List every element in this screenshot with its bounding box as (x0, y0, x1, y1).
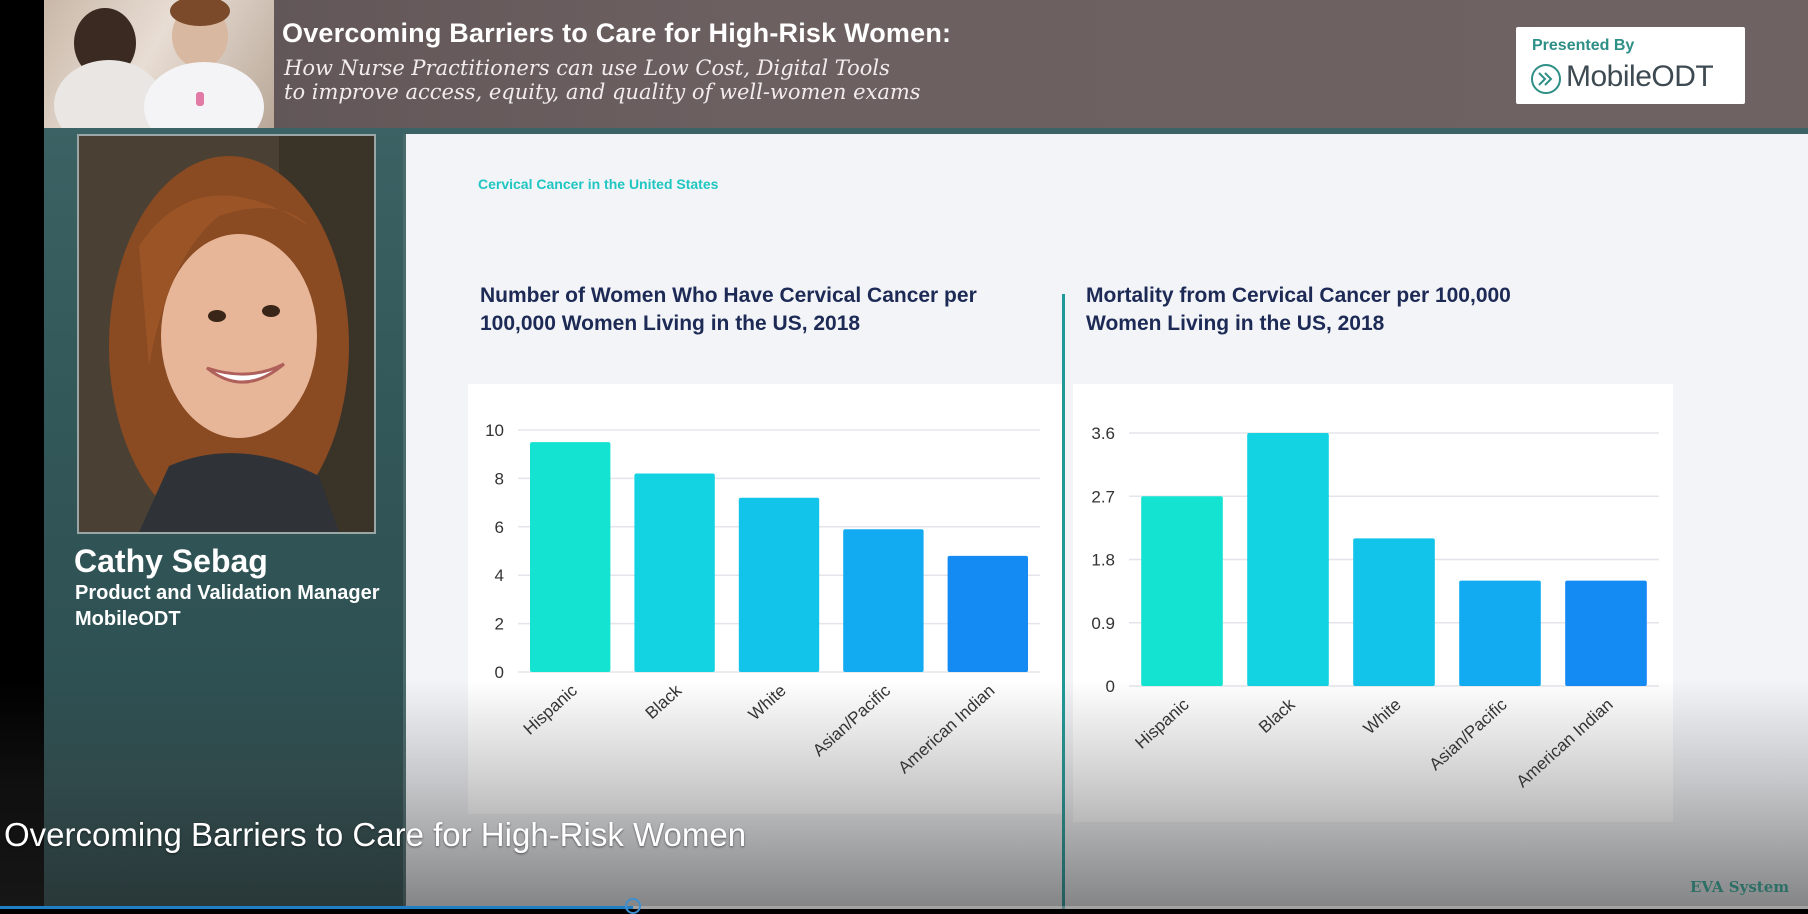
chart0-bar-asian-pacific (843, 529, 924, 672)
chart1-xtick-label: Hispanic (1132, 695, 1194, 753)
chart2-panel: 0 0.9 1.8 2.7 3.6 Hispanic Black White Asian/Pac… (1073, 384, 1673, 822)
speaker-organization: MobileODT (75, 608, 181, 630)
chart1-bar-white (1353, 538, 1435, 686)
chart1-xtick-label: Asian/Pacific (1426, 695, 1511, 775)
chart0-xtick-label: American Indian (894, 681, 998, 777)
speaker-portrait (79, 136, 374, 532)
chart0-bar-black (634, 473, 715, 672)
presentation-slide: Cervical Cancer in the United States Num… (403, 134, 1808, 909)
mobileodt-logo-text: MobileODT (1566, 60, 1714, 93)
chart1-bar-hispanic (1141, 496, 1223, 686)
video-progress-fill (0, 906, 633, 909)
chart0-bar-white (738, 497, 820, 672)
chart0-bar-american-indian (947, 555, 1028, 672)
chart1-title: Number of Women Who Have Cervical Cancer… (480, 284, 977, 335)
chart0-xtick-label: White (745, 681, 790, 724)
chart1-bar-asian-pacific (1459, 580, 1541, 686)
chart-divider (1062, 294, 1065, 909)
chart0-bar-hispanic (530, 442, 611, 672)
chart0-ytick-label: 8 (495, 469, 504, 488)
mobileodt-logo-icon (1531, 64, 1561, 94)
page-subtitle-line1: How Nurse Practitioners can use Low Cost… (284, 56, 890, 80)
eva-system-watermark: EVA System (1690, 878, 1790, 896)
presenter-logo-box: Presented By MobileODT (1516, 27, 1745, 104)
chart2-title: Mortality from Cervical Cancer per 100,0… (1086, 284, 1511, 335)
chart1-ytick-label: 0 (1106, 677, 1115, 696)
chart0-xtick-label: Hispanic (520, 681, 582, 739)
speaker-photo (77, 134, 376, 534)
speaker-role: Product and Validation Manager (75, 582, 380, 604)
chart0-ytick-label: 4 (495, 566, 504, 585)
chart1-xtick-label: American Indian (1513, 695, 1617, 791)
chart0-ytick-label: 0 (495, 663, 504, 682)
chart0-xtick-label: Asian/Pacific (809, 681, 894, 761)
presented-by-label: Presented By (1532, 37, 1635, 54)
video-title: Overcoming Barriers to Care for High-Ris… (4, 816, 747, 853)
nurses-photo (44, 0, 274, 128)
video-progress-handle[interactable] (624, 898, 641, 914)
chart1-svg: 0 2 4 6 8 10 Hispanic Black White Asian/Pacific Am… (485, 421, 1040, 777)
chart1-ytick-label: 1.8 (1091, 551, 1115, 570)
chart1-xtick-label: Black (1255, 695, 1299, 737)
page-title: Overcoming Barriers to Care for High-Ris… (282, 18, 952, 48)
chart0-ytick-label: 10 (485, 421, 504, 440)
chart1-bar-black (1247, 433, 1329, 686)
speaker-name: Cathy Sebag (74, 543, 268, 579)
chart1-ytick-label: 3.6 (1091, 424, 1115, 443)
chart2-svg: 0 0.9 1.8 2.7 3.6 Hispanic Black White Asian/Pac… (1091, 424, 1659, 791)
slide-kicker: Cervical Cancer in the United States (478, 176, 719, 192)
chart1-bar-american-indian (1565, 580, 1647, 686)
video-frame[interactable]: Overcoming Barriers to Care for High-Ris… (44, 0, 1808, 909)
chart1-ytick-label: 0.9 (1091, 614, 1115, 633)
chart1-ytick-label: 2.7 (1091, 487, 1115, 506)
chart1-xtick-label: White (1360, 695, 1405, 738)
chart0-xtick-label: Black (642, 681, 686, 723)
page-subtitle-line2: to improve access, equity, and quality o… (284, 80, 921, 104)
slide-header: Overcoming Barriers to Care for High-Ris… (44, 0, 1808, 128)
chart0-ytick-label: 6 (495, 518, 504, 537)
chart0-ytick-label: 2 (495, 615, 504, 634)
chart1-panel: 0 2 4 6 8 10 Hispanic Black White Asian/Pacific Am… (468, 384, 1062, 814)
